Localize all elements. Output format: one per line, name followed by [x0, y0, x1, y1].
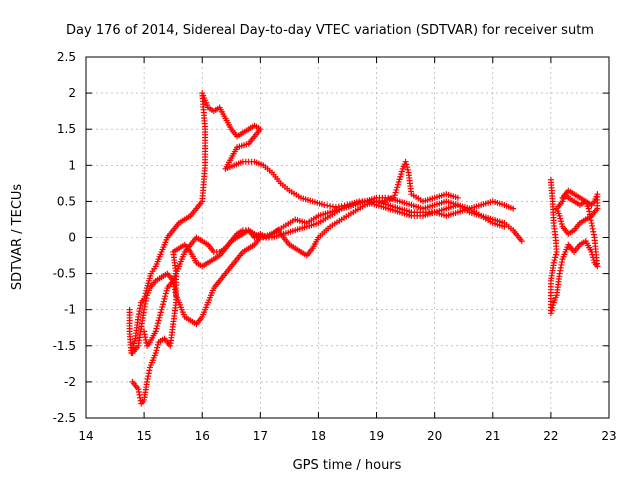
data-point	[454, 194, 461, 201]
x-tick-label: 23	[601, 429, 616, 443]
data-point	[160, 298, 167, 305]
data-point	[154, 341, 161, 348]
data-point	[402, 158, 409, 165]
data-point	[404, 166, 411, 173]
data-point	[393, 186, 400, 193]
data-point	[152, 328, 159, 335]
y-tick-label: 0.5	[57, 194, 76, 208]
x-tick-label: 19	[369, 429, 384, 443]
data-point	[558, 220, 565, 227]
data-point	[552, 254, 559, 261]
data-point	[159, 301, 166, 308]
data-point	[154, 320, 161, 327]
data-point	[157, 309, 164, 316]
data-point	[547, 310, 554, 317]
y-tick-label: -0.5	[53, 267, 76, 281]
x-tick-label: 17	[253, 429, 268, 443]
y-tick-label: -1	[64, 303, 76, 317]
y-tick-label: 2.5	[57, 50, 76, 64]
data-point	[153, 347, 160, 354]
x-tick-label: 18	[311, 429, 326, 443]
data-point	[549, 304, 556, 311]
data-point	[398, 171, 405, 178]
data-point	[550, 302, 557, 309]
y-tick-label: -1.5	[53, 339, 76, 353]
y-axis-label: SDTVAR / TECUs	[10, 184, 25, 291]
data-point	[161, 295, 168, 302]
data-point	[510, 205, 517, 212]
x-tick-label: 21	[485, 429, 500, 443]
data-point	[557, 215, 564, 222]
data-point	[153, 325, 160, 332]
x-tick-label: 16	[195, 429, 210, 443]
chart-title: Day 176 of 2014, Sidereal Day-to-day VTE…	[66, 23, 594, 38]
data-point	[518, 238, 525, 245]
data-point	[397, 173, 404, 180]
data-point	[403, 161, 410, 168]
data-points	[126, 90, 601, 407]
x-tick-label: 20	[427, 429, 442, 443]
data-point	[157, 312, 164, 319]
data-point	[162, 290, 169, 297]
data-point	[155, 317, 162, 324]
data-point	[162, 293, 169, 300]
data-point	[559, 194, 566, 201]
data-point	[548, 307, 555, 314]
y-tick-label: 2	[68, 86, 76, 100]
y-tick-label: 1.5	[57, 122, 76, 136]
data-point	[159, 303, 166, 310]
data-point	[551, 257, 558, 264]
x-tick-label: 14	[78, 429, 93, 443]
data-point	[152, 350, 159, 357]
data-point	[396, 176, 403, 183]
data-point	[154, 322, 161, 329]
y-tick-label: 1	[68, 158, 76, 172]
data-point	[394, 184, 401, 191]
data-point	[154, 344, 161, 351]
data-point	[501, 223, 508, 230]
data-point	[163, 287, 170, 294]
x-tick-label: 22	[543, 429, 558, 443]
data-point	[156, 314, 163, 321]
axis-ticks: 14 15 16 17 18 19 20 21 22 23-2.5-2-1.5-1-0.500.5…	[53, 50, 617, 443]
data-point	[404, 164, 411, 171]
data-point	[392, 189, 399, 196]
data-point	[158, 306, 165, 313]
y-tick-label: -2	[64, 375, 76, 389]
x-tick-label: 15	[136, 429, 151, 443]
data-point	[395, 179, 402, 186]
y-tick-label: 0	[68, 231, 76, 245]
data-point	[552, 251, 559, 258]
y-tick-label: -2.5	[53, 411, 76, 425]
data-point	[394, 181, 401, 188]
data-point	[398, 168, 405, 175]
data-point	[553, 248, 560, 255]
plot-frame	[85, 56, 610, 419]
data-point	[558, 218, 565, 225]
x-axis-label: GPS time / hours	[293, 458, 402, 473]
data-point	[556, 212, 563, 219]
